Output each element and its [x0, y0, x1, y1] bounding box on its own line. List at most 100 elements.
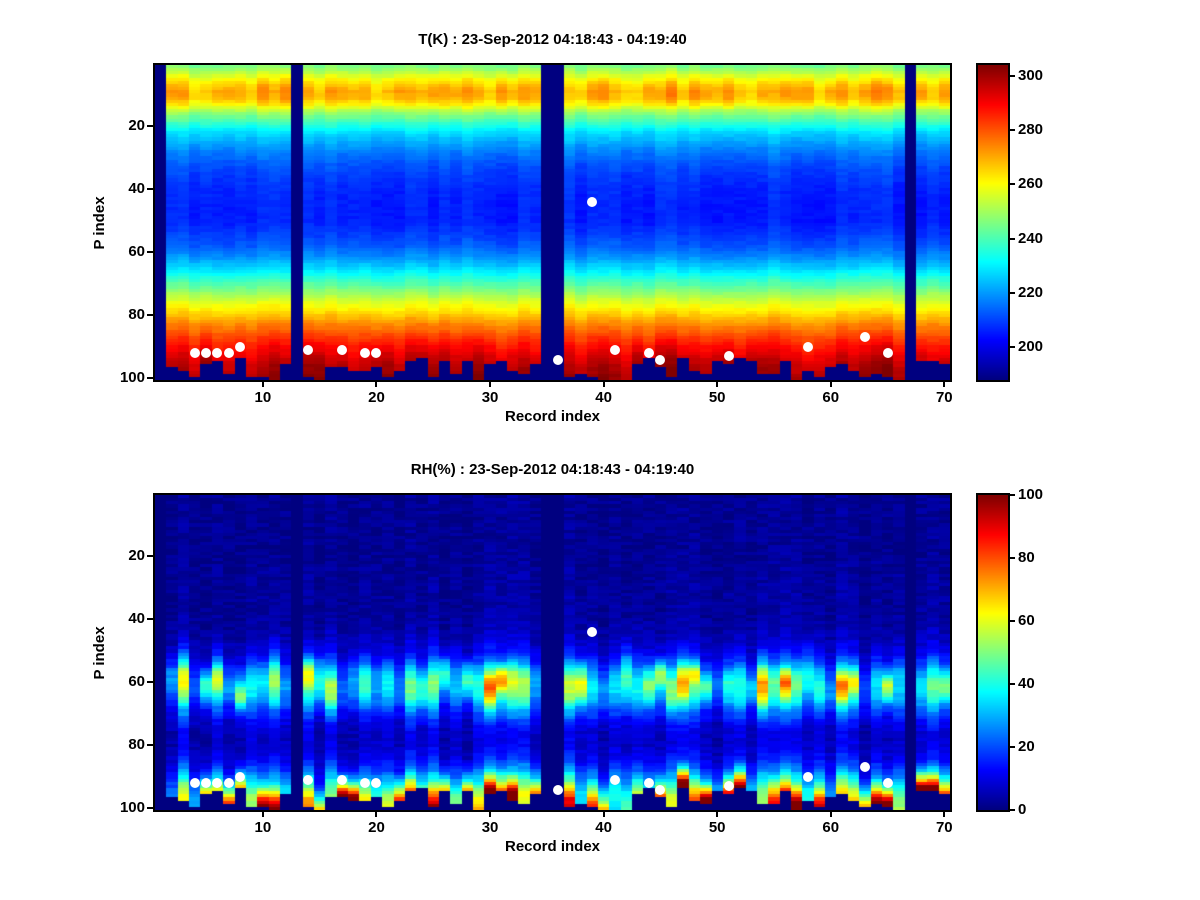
- x-tick-label: 60: [822, 819, 840, 836]
- x-tick-mark: [829, 382, 832, 387]
- y-tick-mark: [147, 681, 153, 684]
- colorbar-tick-mark: [1010, 683, 1015, 685]
- x-tick-label: 50: [708, 819, 726, 836]
- y-tick-mark: [147, 251, 153, 254]
- t-heatmap-canvas: [155, 65, 950, 380]
- x-tick-label: 70: [935, 819, 953, 836]
- y-tick-mark: [147, 314, 153, 317]
- x-tick-mark: [602, 382, 605, 387]
- surface-marker-dot: [609, 345, 620, 356]
- surface-marker-dot: [882, 348, 893, 359]
- surface-marker-dot: [303, 775, 314, 786]
- surface-marker-dot: [235, 771, 246, 782]
- surface-marker-dot: [587, 627, 598, 638]
- t-yaxis-label: P index: [91, 195, 108, 250]
- y-tick-mark: [147, 125, 153, 128]
- colorbar-tick-label: 40: [1018, 675, 1035, 692]
- colorbar-tick-label: 240: [1018, 229, 1044, 247]
- colorbar-tick-mark: [1010, 620, 1015, 622]
- colorbar-tick-label: 260: [1018, 175, 1044, 193]
- y-tick-mark: [147, 807, 153, 810]
- surface-marker-dot: [371, 778, 382, 789]
- colorbar-tick-mark: [1010, 809, 1015, 811]
- x-tick-label: 40: [595, 819, 612, 836]
- y-tick-mark: [147, 744, 153, 747]
- y-tick-label: 20: [128, 547, 145, 565]
- surface-marker-dot: [189, 778, 200, 789]
- colorbar-tick-mark: [1010, 346, 1015, 349]
- colorbar-tick-label: 300: [1018, 66, 1044, 84]
- y-tick-label: 60: [128, 243, 145, 261]
- x-tick-label: 20: [368, 389, 385, 406]
- x-tick-mark: [716, 382, 719, 387]
- t-colorbar-canvas: [978, 65, 1008, 380]
- x-tick-mark: [943, 382, 946, 387]
- surface-marker-dot: [723, 781, 734, 792]
- colorbar-tick-label: 220: [1018, 284, 1044, 302]
- x-tick-label: 50: [708, 389, 726, 406]
- rh-xaxis-label: Record index: [504, 838, 601, 855]
- x-tick-mark: [489, 812, 492, 817]
- x-tick-mark: [489, 382, 492, 387]
- y-tick-label: 80: [128, 306, 145, 324]
- surface-marker-dot: [859, 762, 870, 773]
- rh-heatmap-canvas: [155, 495, 950, 810]
- colorbar-tick-label: 280: [1018, 121, 1044, 139]
- y-tick-label: 40: [128, 180, 145, 198]
- surface-marker-dot: [859, 332, 870, 343]
- colorbar-tick-label: 100: [1018, 486, 1044, 503]
- surface-marker-dot: [223, 778, 234, 789]
- x-tick-mark: [716, 812, 719, 817]
- surface-marker-dot: [360, 348, 371, 359]
- y-tick-mark: [147, 555, 153, 558]
- surface-marker-dot: [803, 341, 814, 352]
- surface-marker-dot: [882, 778, 893, 789]
- colorbar-tick-label: 60: [1018, 612, 1035, 629]
- x-tick-label: 60: [822, 389, 840, 406]
- y-tick-label: 20: [128, 117, 145, 135]
- surface-marker-dot: [553, 784, 564, 795]
- surface-marker-dot: [360, 778, 371, 789]
- colorbar-tick-mark: [1010, 494, 1015, 496]
- surface-marker-dot: [201, 348, 212, 359]
- surface-marker-dot: [337, 345, 348, 356]
- y-tick-label: 40: [128, 610, 145, 628]
- x-tick-mark: [943, 812, 946, 817]
- x-tick-mark: [261, 382, 264, 387]
- x-tick-label: 30: [481, 389, 499, 406]
- surface-marker-dot: [337, 775, 348, 786]
- x-tick-label: 10: [254, 389, 272, 406]
- surface-marker-dot: [223, 348, 234, 359]
- colorbar-tick-mark: [1010, 237, 1015, 240]
- surface-marker-dot: [371, 348, 382, 359]
- colorbar-tick-label: 20: [1018, 738, 1035, 755]
- t-plot-title: T(K) : 23-Sep-2012 04:18:43 - 04:19:40: [418, 31, 687, 48]
- colorbar-tick-mark: [1010, 557, 1015, 559]
- colorbar-tick-mark: [1010, 183, 1015, 186]
- surface-marker-dot: [189, 348, 200, 359]
- x-tick-label: 70: [935, 389, 953, 406]
- x-tick-label: 20: [368, 819, 385, 836]
- surface-marker-dot: [235, 341, 246, 352]
- rh-plot-title: RH(%) : 23-Sep-2012 04:18:43 - 04:19:40: [410, 461, 695, 478]
- rh-yaxis-label: P index: [91, 625, 108, 680]
- y-tick-label: 80: [128, 736, 145, 754]
- colorbar-tick-label: 200: [1018, 338, 1044, 356]
- colorbar-tick-label: 0: [1018, 801, 1027, 818]
- x-tick-label: 10: [254, 819, 272, 836]
- x-tick-mark: [375, 382, 378, 387]
- x-tick-mark: [375, 812, 378, 817]
- colorbar-tick-mark: [1010, 746, 1015, 748]
- y-tick-mark: [147, 188, 153, 191]
- y-tick-label: 60: [128, 673, 145, 691]
- colorbar-tick-label: 80: [1018, 549, 1035, 566]
- surface-marker-dot: [803, 771, 814, 782]
- surface-marker-dot: [644, 348, 655, 359]
- x-tick-label: 30: [481, 819, 499, 836]
- surface-marker-dot: [644, 778, 655, 789]
- colorbar-tick-mark: [1010, 129, 1015, 132]
- y-tick-label: 100: [119, 369, 145, 387]
- surface-marker-dot: [553, 354, 564, 365]
- x-tick-mark: [602, 812, 605, 817]
